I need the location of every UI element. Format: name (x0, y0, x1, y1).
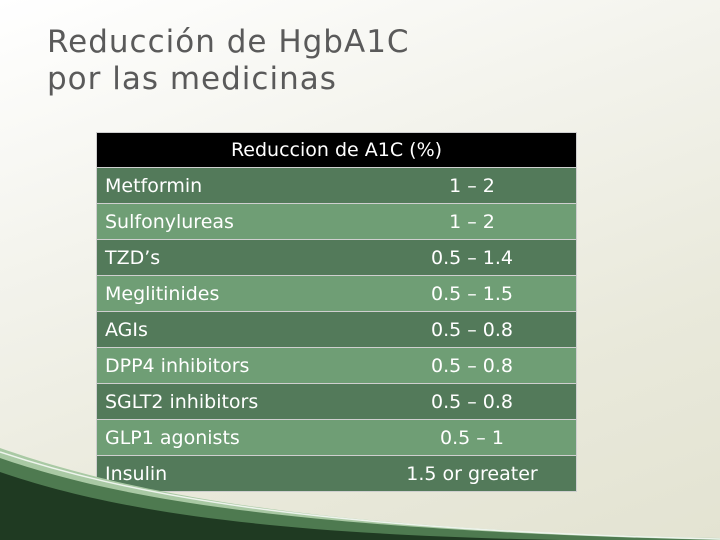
drug-name: SGLT2 inhibitors (96, 383, 368, 420)
swoosh-highlight-line (0, 451, 720, 540)
title-line-2: por las medicinas (47, 61, 337, 97)
table-row: Insulin 1.5 or greater (96, 455, 577, 492)
table-row: SGLT2 inhibitors 0.5 – 0.8 (96, 383, 577, 420)
drug-name: TZD’s (96, 239, 368, 276)
reduction-value: 0.5 – 1 (368, 419, 577, 456)
reduction-value: 1 – 2 (368, 203, 577, 240)
reduction-value: 0.5 – 0.8 (368, 383, 577, 420)
table-header: Reduccion de A1C (%) (96, 132, 577, 168)
reduction-value: 0.5 – 1.4 (368, 239, 577, 276)
table-row: TZD’s 0.5 – 1.4 (96, 239, 577, 276)
reduction-value: 1.5 or greater (368, 455, 577, 492)
drug-name: Metformin (96, 167, 368, 204)
reduction-value: 0.5 – 0.8 (368, 347, 577, 384)
slide-title: Reducción de HgbA1C por las medicinas (47, 24, 410, 98)
table-header-row: Reduccion de A1C (%) (96, 132, 577, 168)
reduction-value: 1 – 2 (368, 167, 577, 204)
reduction-value: 0.5 – 0.8 (368, 311, 577, 348)
table-row: DPP4 inhibitors 0.5 – 0.8 (96, 347, 577, 384)
table-row: GLP1 agonists 0.5 – 1 (96, 419, 577, 456)
drug-name: Sulfonylureas (96, 203, 368, 240)
table-row: Meglitinides 0.5 – 1.5 (96, 275, 577, 312)
table-row: AGIs 0.5 – 0.8 (96, 311, 577, 348)
drug-name: DPP4 inhibitors (96, 347, 368, 384)
swoosh-dark-band (0, 472, 560, 540)
drug-name: Insulin (96, 455, 368, 492)
drug-name: Meglitinides (96, 275, 368, 312)
table-row: Sulfonylureas 1 – 2 (96, 203, 577, 240)
a1c-reduction-table: Reduccion de A1C (%) Metformin 1 – 2 Sul… (96, 132, 577, 492)
drug-name: AGIs (96, 311, 368, 348)
decorative-swoosh (0, 448, 720, 540)
reduction-value: 0.5 – 1.5 (368, 275, 577, 312)
table-row: Metformin 1 – 2 (96, 167, 577, 204)
title-line-1: Reducción de HgbA1C (47, 24, 410, 60)
